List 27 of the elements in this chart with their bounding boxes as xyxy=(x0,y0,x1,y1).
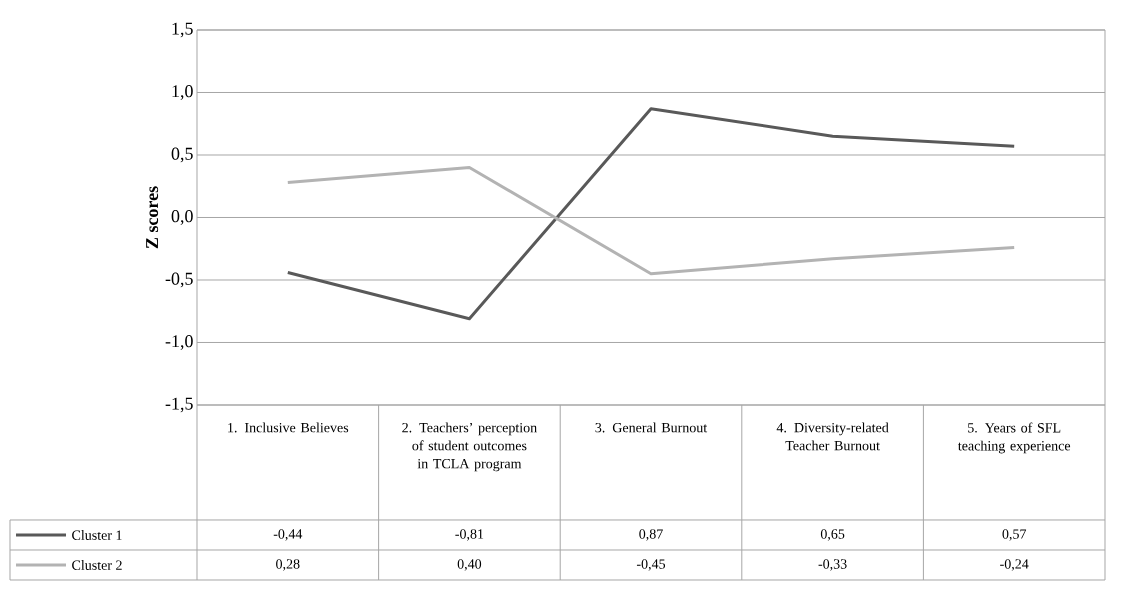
x-tick-label: 5. Years of SFL teaching experience xyxy=(957,422,1071,454)
x-tick-label: 4. Diversity-related Teacher Burnout xyxy=(776,422,889,451)
data-label: 0,87 xyxy=(639,529,663,541)
x-tick-label: 1. Inclusive Believes xyxy=(228,422,349,433)
data-label: -0,33 xyxy=(818,559,847,571)
data-label: -0,44 xyxy=(273,529,303,541)
data-label: 0,57 xyxy=(1002,529,1027,541)
y-tick-label: 0,5 xyxy=(171,147,193,163)
y-tick-label: -1,5 xyxy=(165,397,193,413)
line-series xyxy=(286,107,1016,321)
x-tick-label: 3. General Burnout xyxy=(595,422,708,433)
legend-label: Cluster 1 xyxy=(72,530,122,540)
data-label: 0,40 xyxy=(457,559,482,571)
y-tick-label: 0,0 xyxy=(171,210,193,225)
y-tick-label: 1,0 xyxy=(172,85,193,100)
data-label: 0,65 xyxy=(820,529,845,541)
y-tick-label: 1,5 xyxy=(172,22,193,38)
y-tick-label: -0,5 xyxy=(165,272,193,288)
data-label: -0,45 xyxy=(636,559,666,571)
legend-label: Cluster 2 xyxy=(72,560,122,570)
data-label: 0,28 xyxy=(276,559,300,571)
y-axis-title: Z scores xyxy=(146,186,159,249)
x-tick-label: 2. Teachers’ perception of student outcomes in TCLA program xyxy=(402,422,537,472)
data-label: -0,24 xyxy=(1000,559,1029,571)
y-tick-label: -1,0 xyxy=(165,335,193,350)
line-series xyxy=(286,165,1016,276)
data-label: -0,81 xyxy=(455,529,484,541)
